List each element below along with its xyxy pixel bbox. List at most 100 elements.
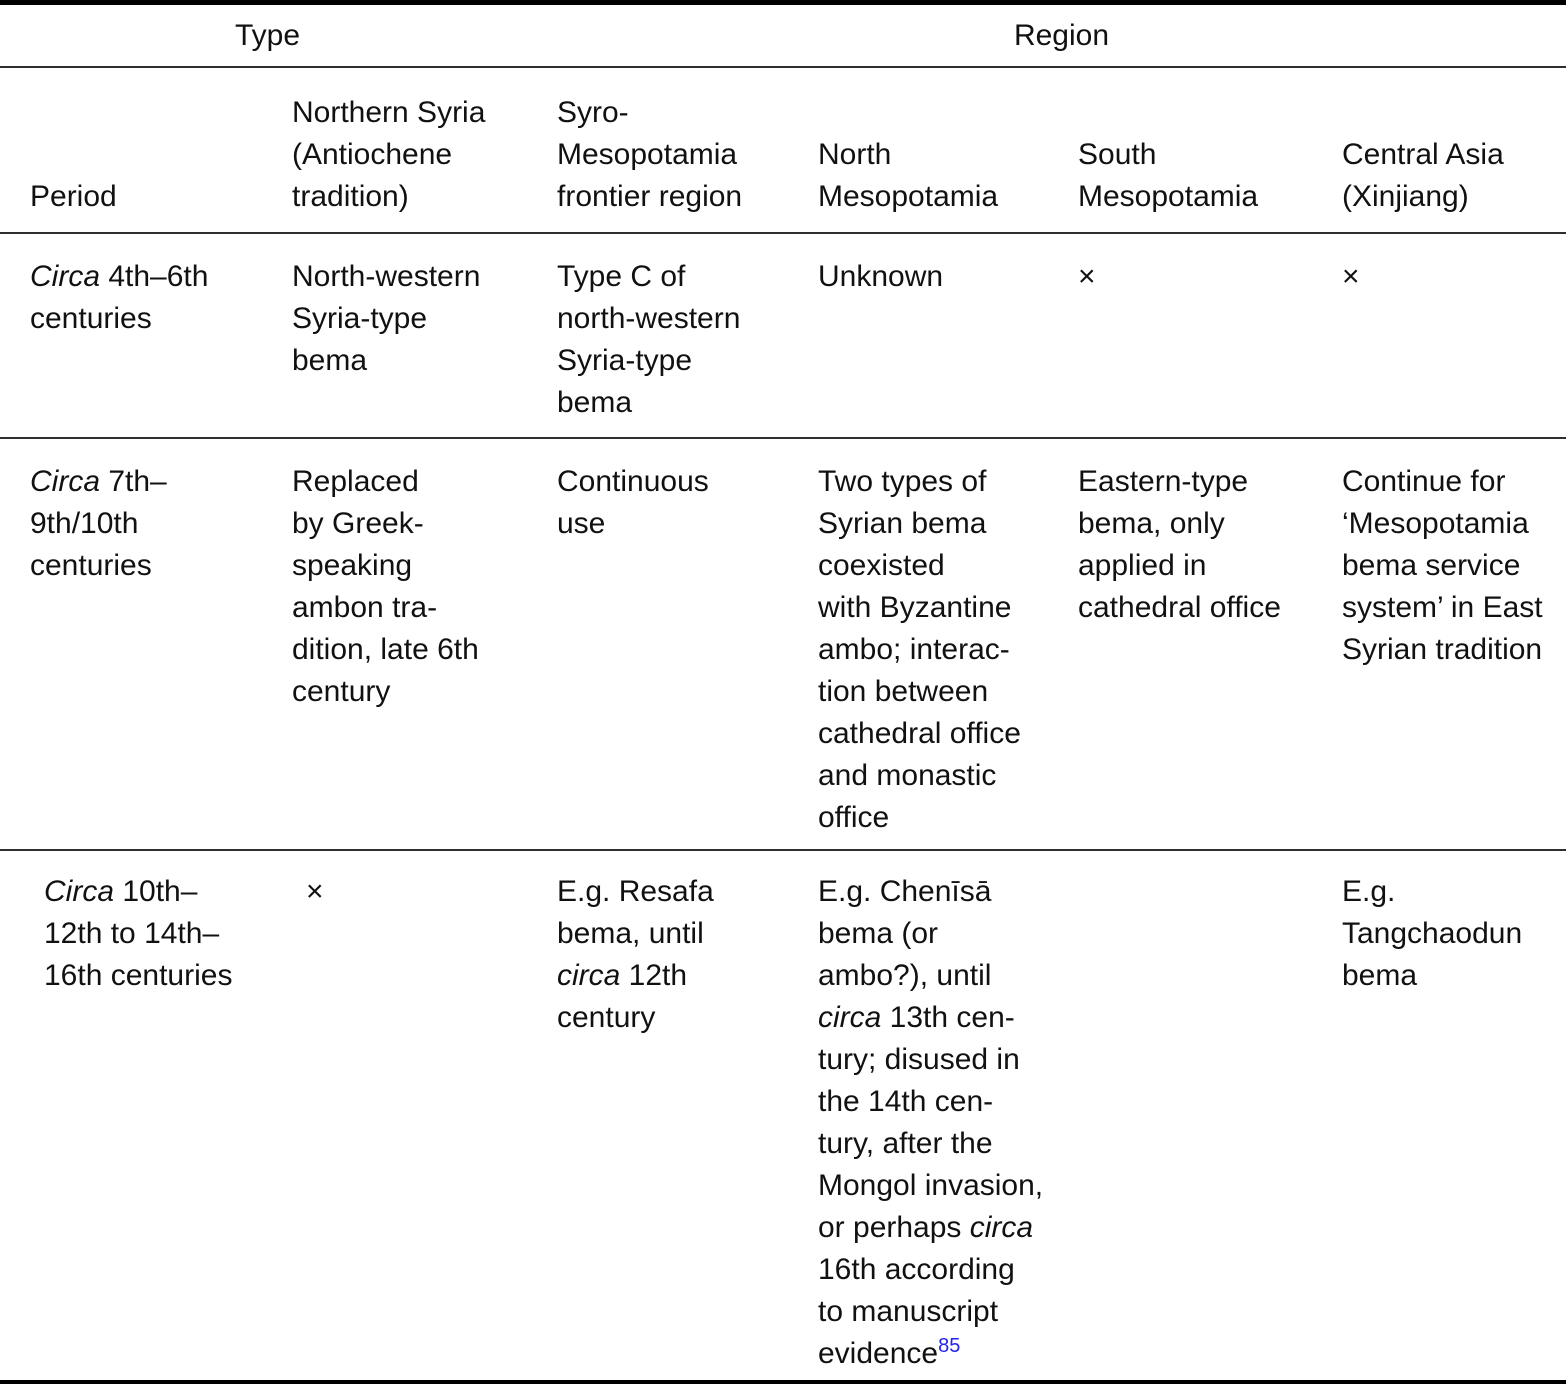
- text: 12th to 14th–: [44, 917, 220, 950]
- text: 13th cen-: [881, 1001, 1015, 1034]
- text: Mongol invasion,: [818, 1169, 1044, 1202]
- text-line: E.g. Chenīsā: [818, 871, 1072, 913]
- text: speaking: [292, 549, 413, 582]
- cell-syro-mesopotamia: Type C of north-western Syria-type bema: [557, 256, 818, 437]
- text: ×: [306, 875, 324, 908]
- text-line: century: [557, 997, 812, 1039]
- text: north-western: [557, 302, 741, 335]
- text-line: Continue for: [1342, 461, 1560, 503]
- text-line: circa 12th: [557, 955, 812, 997]
- text: Unknown: [818, 260, 944, 293]
- text-line: 16th according: [818, 1249, 1072, 1291]
- cell-period: Circa 10th– 12th to 14th– 16th centuries: [44, 871, 292, 1380]
- text: ‘Mesopotamia: [1342, 507, 1529, 540]
- text: coexisted: [818, 549, 945, 582]
- text-line: and monastic: [818, 755, 1072, 797]
- cell-syro-mesopotamia: E.g. Resafa bema, until circa 12th century: [557, 871, 818, 1380]
- text-line: ×: [306, 871, 551, 913]
- text: Syria-type: [557, 344, 693, 377]
- text: Continuous: [557, 465, 709, 498]
- text-line: Syria-type: [557, 340, 812, 382]
- text-line: Tangchaodun: [1342, 913, 1560, 955]
- text-line: ambo?), until: [818, 955, 1072, 997]
- text-line: by Greek-: [292, 503, 551, 545]
- text: tury, after the: [818, 1127, 993, 1160]
- text-line: century: [292, 671, 551, 713]
- text-line: Type C of: [557, 256, 812, 298]
- cell-central-asia: Continue for ‘Mesopotamia bema service syst…: [1342, 461, 1566, 849]
- text: and monastic: [818, 759, 997, 792]
- text-line: bema: [557, 382, 812, 424]
- text-line: 9th/10th: [30, 503, 286, 545]
- text: system’ in East: [1342, 591, 1543, 624]
- text-line: ×: [1342, 256, 1560, 298]
- column-header-syro-mesopotamia: Syro- Mesopotamia frontier region: [557, 96, 743, 213]
- cell-northern-syria: ×: [306, 871, 557, 1380]
- text-line: applied in: [1078, 545, 1336, 587]
- text-line: centuries: [30, 298, 286, 340]
- text-line: Replaced: [292, 461, 551, 503]
- cell-north-mesopotamia: Unknown: [818, 256, 1078, 437]
- group-header-row: Type Region: [0, 0, 1566, 68]
- text: bema (or: [818, 917, 939, 950]
- text-line: with Byzantine: [818, 587, 1072, 629]
- text-line: ×: [1078, 256, 1336, 298]
- text: 16th according: [818, 1253, 1015, 1286]
- cell-south-mesopotamia: ×: [1078, 256, 1342, 437]
- text-line: evidence85: [818, 1333, 1072, 1375]
- text-line: Circa 7th–: [30, 461, 286, 503]
- text: Two types of: [818, 465, 987, 498]
- text: 16th centuries: [44, 959, 233, 992]
- text: 10th–: [114, 875, 198, 908]
- text: cathedral office: [818, 717, 1021, 750]
- text-line: bema: [292, 340, 551, 382]
- text: E.g. Resafa: [557, 875, 714, 908]
- text: ambo?), until: [818, 959, 992, 992]
- text-line: or perhaps circa: [818, 1207, 1072, 1249]
- cell-central-asia: ×: [1342, 256, 1566, 437]
- table-row-4th-6th: Circa 4th–6th centuries North-western Syri…: [0, 234, 1566, 439]
- text: evidence: [818, 1337, 939, 1370]
- text-line: ambon tra-: [292, 587, 551, 629]
- cell-northern-syria: North-western Syria-type bema: [292, 256, 557, 437]
- table-row-7th-9th-10th: Circa 7th– 9th/10th centuries Replaced by G…: [0, 439, 1566, 851]
- cell-syro-mesopotamia: Continuous use: [557, 461, 818, 849]
- text-line: bema, only: [1078, 503, 1336, 545]
- table-row-10th-16th: Circa 10th– 12th to 14th– 16th centuries ×…: [0, 851, 1566, 1384]
- text: 9th/10th: [30, 507, 139, 540]
- cell-northern-syria: Replaced by Greek-speaking ambon tra-ditio…: [292, 461, 557, 849]
- text: centuries: [30, 302, 152, 335]
- text: bema: [557, 386, 633, 419]
- text-line: Eastern-type: [1078, 461, 1336, 503]
- text: bema: [292, 344, 368, 377]
- text-line: Mongol invasion,: [818, 1165, 1072, 1207]
- text: dition, late 6th: [292, 633, 479, 666]
- cell-south-mesopotamia: [1078, 871, 1342, 1380]
- text: cathedral office: [1078, 591, 1281, 624]
- text: to manuscript: [818, 1295, 999, 1328]
- text-line: circa 13th cen-: [818, 997, 1072, 1039]
- column-header-row: Period Northern Syria (Antiochene tradit…: [0, 68, 1566, 234]
- text: E.g.: [1342, 875, 1396, 908]
- text-line: Syrian bema: [818, 503, 1072, 545]
- text-line: bema, until: [557, 913, 812, 955]
- text-line: tion between: [818, 671, 1072, 713]
- italic-text: Circa: [44, 875, 115, 908]
- text-line: E.g.: [1342, 871, 1560, 913]
- text-line: Syria-type: [292, 298, 551, 340]
- italic-text: circa: [818, 1001, 882, 1034]
- text-line: Unknown: [818, 256, 1072, 298]
- text: Continue for: [1342, 465, 1506, 498]
- footnote-ref[interactable]: 85: [938, 1335, 961, 1357]
- text: 7th–: [100, 465, 167, 498]
- text-line: ‘Mesopotamia: [1342, 503, 1560, 545]
- text-line: cathedral office: [818, 713, 1072, 755]
- cell-period: Circa 7th– 9th/10th centuries: [30, 461, 292, 849]
- text-line: coexisted: [818, 545, 1072, 587]
- group-header-type: Type: [234, 18, 301, 52]
- text-line: bema (or: [818, 913, 1072, 955]
- text: Syria-type: [292, 302, 428, 335]
- cell-north-mesopotamia: Two types of Syrian bema coexisted with Byz…: [818, 461, 1078, 849]
- text: by Greek-: [292, 507, 424, 540]
